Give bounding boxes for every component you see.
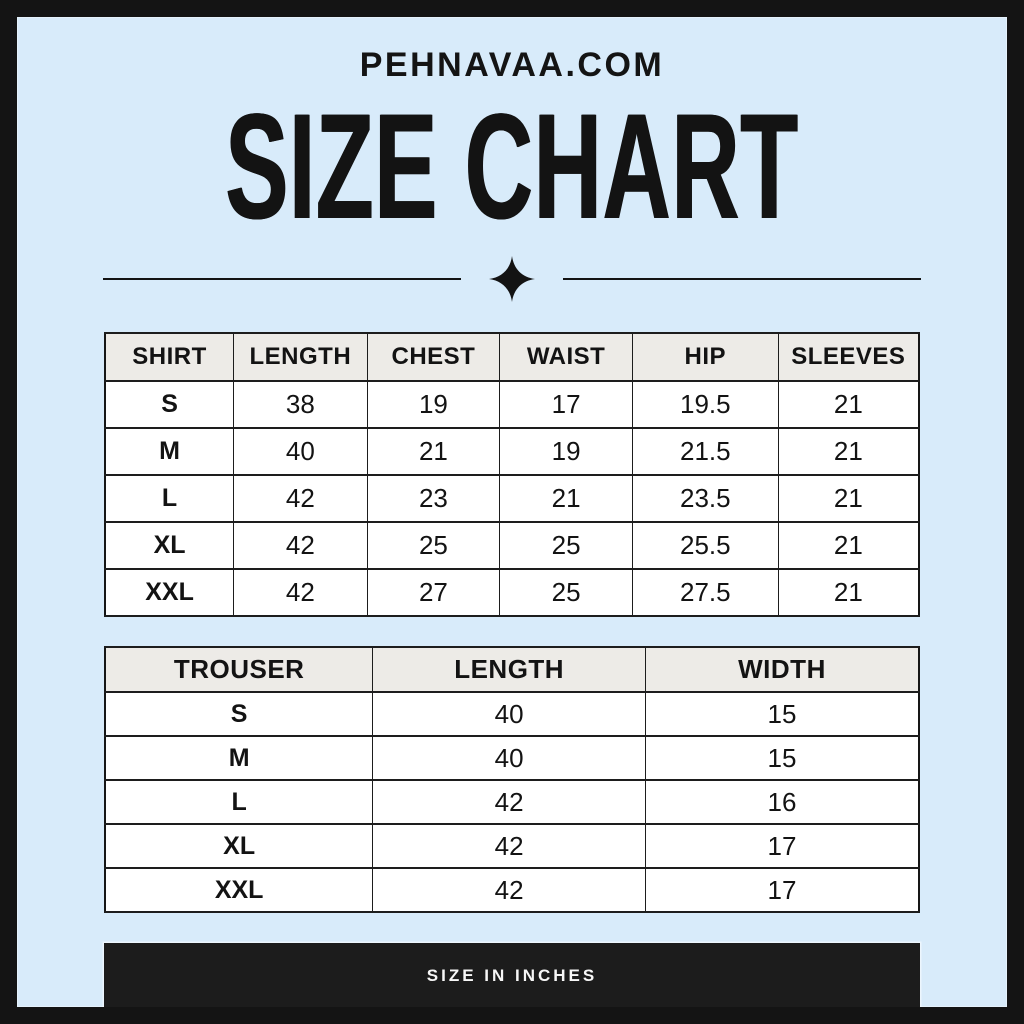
value-cell: 19 bbox=[366, 380, 501, 429]
size-chart-canvas: PEHNAVAA.COM SIZE CHART SHIRT LENGTH CHEST… bbox=[17, 17, 1007, 1007]
size-label-cell: M bbox=[104, 427, 235, 476]
table-row: XL 42 17 bbox=[104, 823, 920, 869]
value-cell: 21 bbox=[499, 474, 633, 523]
value-cell: 42 bbox=[233, 474, 368, 523]
column-header: HIP bbox=[631, 332, 779, 382]
size-label-cell: S bbox=[104, 691, 374, 737]
column-header: WAIST bbox=[499, 332, 633, 382]
size-label-cell: XXL bbox=[104, 867, 374, 913]
value-cell: 15 bbox=[644, 691, 920, 737]
value-cell: 21.5 bbox=[631, 427, 779, 476]
brand-name: PEHNAVAA.COM bbox=[359, 46, 665, 84]
value-cell: 40 bbox=[372, 735, 646, 781]
column-header: WIDTH bbox=[644, 646, 920, 693]
table-row: S 38 19 17 19.5 21 bbox=[104, 380, 920, 429]
trouser-size-table: TROUSER LENGTH WIDTH S 40 15 M 40 15 L 42 16 XL 42 17 X… bbox=[104, 646, 920, 913]
page-title-wrap: SIZE CHART bbox=[17, 82, 1007, 250]
value-cell: 27.5 bbox=[631, 568, 779, 617]
column-header: LENGTH bbox=[372, 646, 646, 693]
table-row: XXL 42 27 25 27.5 21 bbox=[104, 568, 920, 617]
divider-line-right bbox=[563, 278, 921, 280]
value-cell: 40 bbox=[372, 691, 646, 737]
column-header: SHIRT bbox=[104, 332, 235, 382]
size-label-cell: M bbox=[104, 735, 374, 781]
table-row: M 40 15 bbox=[104, 735, 920, 781]
value-cell: 16 bbox=[644, 779, 920, 825]
column-header: SLEEVES bbox=[777, 332, 920, 382]
table-row: XXL 42 17 bbox=[104, 867, 920, 913]
value-cell: 23.5 bbox=[631, 474, 779, 523]
value-cell: 25 bbox=[499, 521, 633, 570]
value-cell: 27 bbox=[366, 568, 501, 617]
size-label-cell: L bbox=[104, 779, 374, 825]
value-cell: 17 bbox=[644, 867, 920, 913]
table-row: L 42 23 21 23.5 21 bbox=[104, 474, 920, 523]
header-row: SHIRT LENGTH CHEST WAIST HIP SLEEVES bbox=[104, 332, 920, 382]
units-note-label: SIZE IN INCHES bbox=[426, 966, 598, 985]
table-row: M 40 21 19 21.5 21 bbox=[104, 427, 920, 476]
size-label-cell: XL bbox=[104, 823, 374, 869]
value-cell: 42 bbox=[372, 823, 646, 869]
value-cell: 21 bbox=[777, 380, 920, 429]
divider-line-left bbox=[103, 278, 461, 280]
value-cell: 40 bbox=[233, 427, 368, 476]
value-cell: 21 bbox=[777, 474, 920, 523]
header-row: TROUSER LENGTH WIDTH bbox=[104, 646, 920, 693]
value-cell: 25 bbox=[499, 568, 633, 617]
size-label-cell: S bbox=[104, 380, 235, 429]
value-cell: 23 bbox=[366, 474, 501, 523]
value-cell: 42 bbox=[233, 568, 368, 617]
column-header: TROUSER bbox=[104, 646, 374, 693]
size-label-cell: XL bbox=[104, 521, 235, 570]
table-row: XL 42 25 25 25.5 21 bbox=[104, 521, 920, 570]
size-label-cell: L bbox=[104, 474, 235, 523]
value-cell: 17 bbox=[644, 823, 920, 869]
decorative-divider bbox=[103, 255, 921, 303]
value-cell: 19 bbox=[499, 427, 633, 476]
value-cell: 42 bbox=[372, 867, 646, 913]
value-cell: 21 bbox=[366, 427, 501, 476]
column-header: LENGTH bbox=[233, 332, 368, 382]
units-note-bar: SIZE IN INCHES bbox=[104, 943, 920, 1007]
column-header: CHEST bbox=[366, 332, 501, 382]
value-cell: 19.5 bbox=[631, 380, 779, 429]
shirt-size-table: SHIRT LENGTH CHEST WAIST HIP SLEEVES S 38 19 17 19… bbox=[104, 332, 920, 617]
table-row: S 40 15 bbox=[104, 691, 920, 737]
page-title: SIZE CHART bbox=[225, 82, 799, 250]
value-cell: 21 bbox=[777, 521, 920, 570]
value-cell: 15 bbox=[644, 735, 920, 781]
sparkle-icon bbox=[489, 256, 535, 302]
value-cell: 21 bbox=[777, 568, 920, 617]
value-cell: 42 bbox=[372, 779, 646, 825]
table-row: L 42 16 bbox=[104, 779, 920, 825]
value-cell: 25.5 bbox=[631, 521, 779, 570]
value-cell: 38 bbox=[233, 380, 368, 429]
size-label-cell: XXL bbox=[104, 568, 235, 617]
value-cell: 25 bbox=[366, 521, 501, 570]
value-cell: 21 bbox=[777, 427, 920, 476]
value-cell: 42 bbox=[233, 521, 368, 570]
value-cell: 17 bbox=[499, 380, 633, 429]
